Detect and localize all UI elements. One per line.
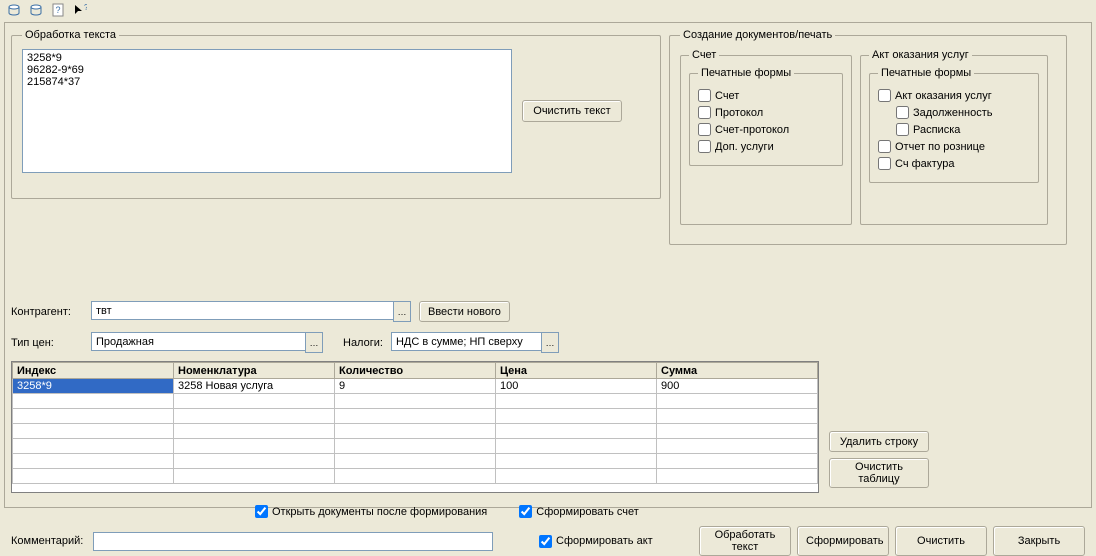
main-panel: Обработка текста Очистить текст Создание…	[4, 22, 1092, 508]
act-print-forms-legend: Печатные формы	[878, 67, 974, 79]
act-legend: Акт оказания услуг	[869, 49, 972, 61]
table-row[interactable]	[13, 469, 818, 484]
table-row[interactable]	[13, 409, 818, 424]
act-print-forms: Печатные формы Акт оказания услуг Задолж…	[869, 67, 1039, 183]
column-header[interactable]: Индекс	[13, 363, 174, 379]
db-icon[interactable]	[28, 2, 44, 18]
invoice-print-option[interactable]: Доп. услуги	[698, 140, 834, 153]
price-type-input[interactable]	[91, 332, 305, 351]
svg-text:?: ?	[55, 5, 60, 15]
cursor-help-icon[interactable]: ?	[72, 2, 88, 18]
form-act-checkbox[interactable]: Сформировать акт	[539, 535, 653, 548]
table-row[interactable]	[13, 394, 818, 409]
act-print-option[interactable]: Акт оказания услуг	[878, 89, 1030, 102]
price-type-lookup-button[interactable]: …	[305, 332, 323, 353]
db-icon[interactable]	[6, 2, 22, 18]
contractor-input[interactable]	[91, 301, 393, 320]
taxes-lookup-button[interactable]: …	[541, 332, 559, 353]
invoice-group: Счет Печатные формы Счет Протокол Счет-п…	[680, 49, 852, 225]
act-group: Акт оказания услуг Печатные формы Акт ок…	[860, 49, 1048, 225]
document-creation-legend: Создание документов/печать	[680, 29, 835, 41]
toolbar: ? ?	[0, 0, 1096, 20]
svg-text:?: ?	[84, 3, 87, 12]
table-row[interactable]	[13, 424, 818, 439]
column-header[interactable]: Цена	[496, 363, 657, 379]
process-text-button[interactable]: Обработать текст	[699, 526, 791, 556]
column-header[interactable]: Количество	[335, 363, 496, 379]
act-print-option[interactable]: Задолженность	[896, 106, 1030, 119]
clear-button[interactable]: Очистить	[895, 526, 987, 556]
invoice-legend: Счет	[689, 49, 719, 61]
invoice-print-forms-legend: Печатные формы	[698, 67, 794, 79]
contractor-label: Контрагент:	[11, 306, 83, 318]
table-row[interactable]	[13, 439, 818, 454]
taxes-label: Налоги:	[343, 337, 383, 349]
help-icon[interactable]: ?	[50, 2, 66, 18]
comment-input[interactable]	[93, 532, 493, 551]
source-text-input[interactable]	[22, 49, 512, 173]
new-contractor-button[interactable]: Ввести нового	[419, 301, 510, 322]
delete-row-button[interactable]: Удалить строку	[829, 431, 929, 452]
clear-text-button[interactable]: Очистить текст	[522, 100, 622, 122]
price-type-label: Тип цен:	[11, 337, 83, 349]
form-invoice-checkbox[interactable]: Сформировать счет	[519, 505, 639, 518]
invoice-print-option[interactable]: Счет-протокол	[698, 123, 834, 136]
items-grid[interactable]: ИндексНоменклатураКоличествоЦенаСумма 32…	[11, 361, 819, 493]
close-button[interactable]: Закрыть	[993, 526, 1085, 556]
comment-label: Комментарий:	[11, 535, 85, 547]
open-after-checkbox[interactable]: Открыть документы после формирования	[255, 505, 487, 518]
act-print-option[interactable]: Сч фактура	[878, 157, 1030, 170]
table-row[interactable]: 3258*93258 Новая услуга9100900	[13, 379, 818, 394]
clear-table-button[interactable]: Очистить таблицу	[829, 458, 929, 488]
act-print-option[interactable]: Расписка	[896, 123, 1030, 136]
text-processing-group: Обработка текста Очистить текст	[11, 29, 661, 199]
act-print-option[interactable]: Отчет по рознице	[878, 140, 1030, 153]
taxes-input[interactable]	[391, 332, 541, 351]
invoice-print-option[interactable]: Счет	[698, 89, 834, 102]
invoice-print-option[interactable]: Протокол	[698, 106, 834, 119]
document-creation-group: Создание документов/печать Счет Печатные…	[669, 29, 1067, 245]
invoice-print-forms: Печатные формы Счет Протокол Счет-проток…	[689, 67, 843, 166]
table-row[interactable]	[13, 454, 818, 469]
form-button[interactable]: Сформировать	[797, 526, 889, 556]
text-processing-legend: Обработка текста	[22, 29, 119, 41]
column-header[interactable]: Номенклатура	[174, 363, 335, 379]
contractor-lookup-button[interactable]: …	[393, 301, 411, 322]
column-header[interactable]: Сумма	[657, 363, 818, 379]
